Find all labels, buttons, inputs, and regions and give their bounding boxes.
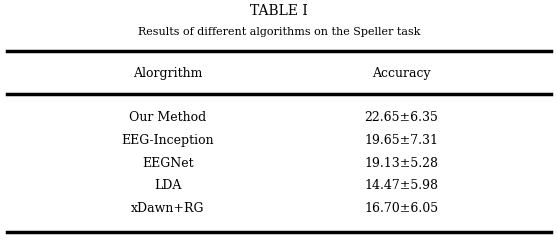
- Text: 22.65±6.35: 22.65±6.35: [364, 111, 438, 124]
- Text: xDawn+RG: xDawn+RG: [131, 202, 205, 215]
- Text: EEGNet: EEGNet: [142, 156, 194, 170]
- Text: EEG-Inception: EEG-Inception: [122, 134, 214, 147]
- Text: 14.47±5.98: 14.47±5.98: [364, 179, 438, 193]
- Text: TABLE I: TABLE I: [250, 4, 308, 18]
- Text: LDA: LDA: [154, 179, 182, 193]
- Text: 16.70±6.05: 16.70±6.05: [364, 202, 438, 215]
- Text: Results of different algorithms on the Speller task: Results of different algorithms on the S…: [138, 27, 420, 37]
- Text: 19.65±7.31: 19.65±7.31: [364, 134, 438, 147]
- Text: Accuracy: Accuracy: [372, 67, 430, 80]
- Text: Our Method: Our Method: [129, 111, 206, 124]
- Text: Alorgrithm: Alorgrithm: [133, 67, 203, 80]
- Text: 19.13±5.28: 19.13±5.28: [364, 156, 438, 170]
